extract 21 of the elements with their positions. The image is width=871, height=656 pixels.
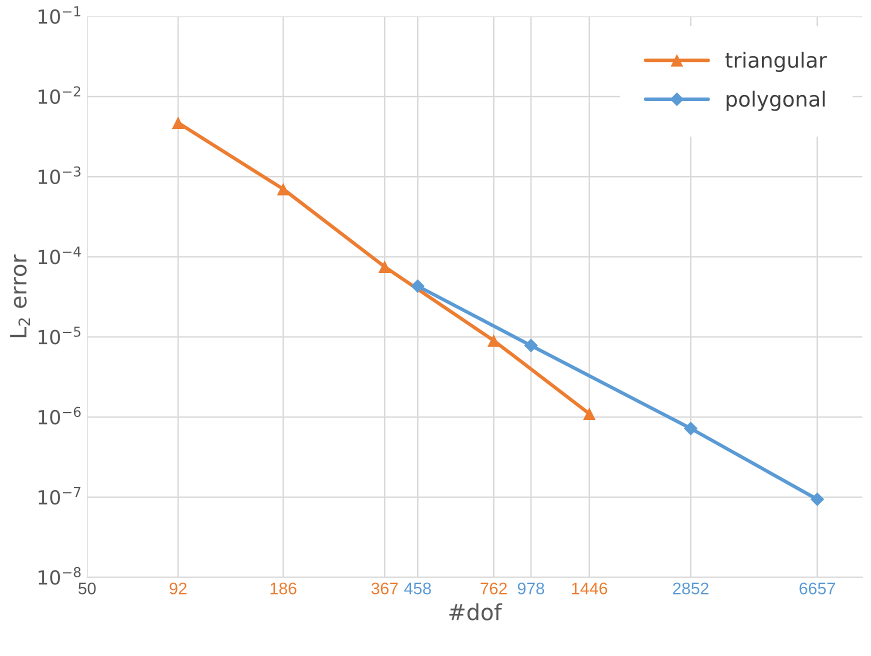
y-tick-label: 10$^{−4}$ [38,246,81,264]
y-tick-label: 10$^{−1}$ [38,6,80,24]
y-tick-label: 10$^{−2}$ [38,86,80,104]
x-tick-label: 2852 [673,582,708,594]
x-tick-label: 762 [480,582,507,594]
y-tick-label: 10$^{−5}$ [38,326,80,344]
x-tick-label: 978 [518,582,544,594]
legend-label: polygonal [726,90,825,111]
x-tick-label: 458 [404,582,431,594]
x-tick-label: 1446 [572,582,608,594]
y-axis-title: L$_{2}$ error [10,254,30,338]
x-axis-title: #dof [449,603,502,620]
x-tick-label: 186 [270,582,296,594]
y-tick-label: 10$^{−3}$ [38,166,80,184]
x-tick-label: 6657 [800,582,835,594]
x-tick-label: 50 [78,582,96,594]
legend-label: triangular [725,52,827,72]
x-tick-label: 92 [170,582,187,594]
x-tick-label: 367 [371,582,398,594]
y-tick-label: 10$^{−7}$ [38,487,80,505]
y-tick-label: 10$^{−6}$ [38,406,81,425]
